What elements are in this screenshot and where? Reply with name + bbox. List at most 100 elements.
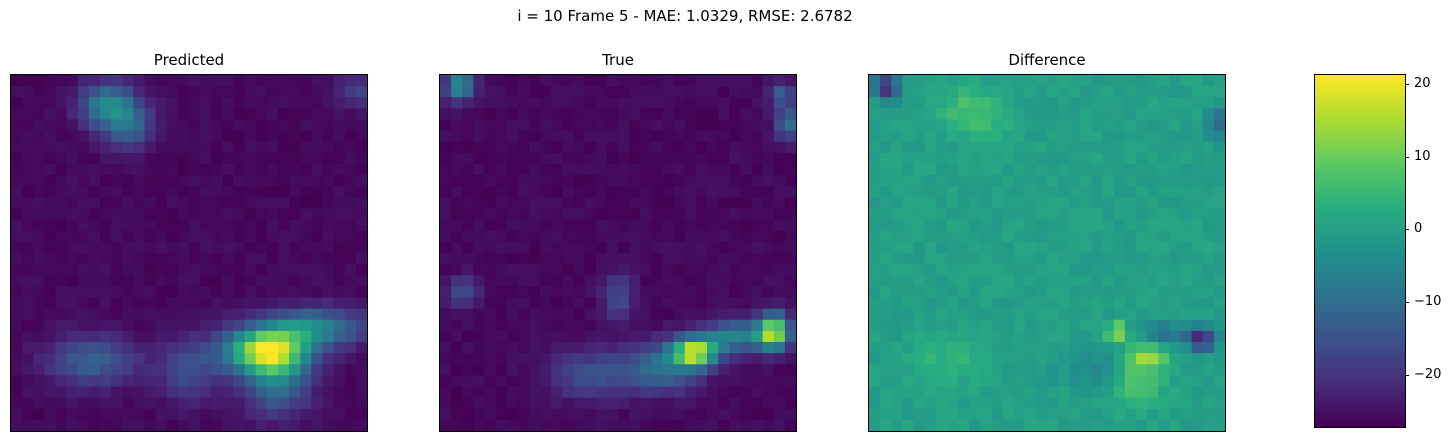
heatmap-cell: [144, 297, 157, 310]
heatmap-cell: [1024, 275, 1037, 287]
heatmap-cell: [869, 297, 881, 310]
heatmap-cell: [662, 197, 675, 210]
heatmap-cell: [1191, 86, 1204, 98]
heatmap-cell: [1180, 97, 1193, 109]
heatmap-cell: [1069, 308, 1081, 321]
heatmap-cell: [211, 408, 223, 421]
heatmap-cell: [1091, 141, 1104, 154]
heatmap-cell: [958, 241, 970, 254]
heatmap-cell: [155, 141, 168, 154]
heatmap-cell: [684, 297, 697, 310]
heatmap-cell: [255, 86, 268, 98]
heatmap-cell: [255, 175, 268, 187]
heatmap-cell: [729, 197, 741, 210]
heatmap-cell: [629, 208, 641, 221]
heatmap-cell: [211, 175, 223, 187]
heatmap-cell: [355, 419, 367, 431]
heatmap-cell: [222, 208, 235, 221]
heatmap-cell: [1102, 408, 1115, 421]
heatmap-cell: [1080, 175, 1093, 187]
heatmap-cell: [1035, 152, 1048, 165]
heatmap-cell: [200, 264, 212, 276]
heatmap-cell: [66, 397, 79, 410]
heatmap-cell: [22, 330, 34, 343]
heatmap-cell: [629, 164, 641, 176]
heatmap-cell: [300, 97, 312, 109]
heatmap-cell: [111, 319, 123, 332]
heatmap-cell: [44, 152, 57, 165]
heatmap-cell: [606, 397, 619, 410]
heatmap-cell: [1113, 152, 1126, 165]
heatmap-cell: [1180, 375, 1193, 388]
heatmap-cell: [935, 286, 948, 299]
heatmap-cell: [506, 141, 519, 154]
heatmap-cell: [640, 208, 652, 221]
heatmap-cell: [1158, 375, 1170, 388]
heatmap-cell: [891, 75, 903, 87]
heatmap-cell: [773, 319, 786, 332]
heatmap-cell: [1191, 197, 1204, 210]
heatmap-cell: [924, 342, 937, 354]
heatmap-cell: [1191, 275, 1204, 287]
heatmap-cell: [495, 330, 508, 343]
heatmap-cell: [1191, 141, 1204, 154]
heatmap-cell: [244, 330, 257, 343]
heatmap-cell: [1002, 353, 1015, 365]
heatmap-cell: [1058, 342, 1070, 354]
heatmap-cell: [651, 164, 664, 176]
heatmap-cell: [266, 353, 279, 365]
heatmap-cell: [629, 308, 641, 321]
heatmap-cell: [144, 152, 157, 165]
heatmap-cell: [946, 119, 959, 132]
heatmap-cell: [278, 219, 290, 232]
heatmap-cell: [618, 186, 630, 198]
heatmap-cell: [66, 175, 79, 187]
heatmap-cell: [969, 86, 981, 98]
heatmap-cell: [595, 208, 608, 221]
heatmap-cell: [88, 275, 101, 287]
heatmap-cell: [462, 164, 474, 176]
heatmap-cell: [440, 386, 452, 399]
heatmap-cell: [629, 297, 641, 310]
heatmap-cell: [913, 319, 926, 332]
heatmap-cell: [155, 364, 168, 376]
heatmap-cell: [1058, 253, 1070, 265]
heatmap-cell: [902, 419, 915, 431]
heatmap-cell: [740, 108, 753, 121]
heatmap-cell: [100, 286, 112, 299]
heatmap-cell: [707, 297, 719, 310]
heatmap-cell: [1013, 364, 1026, 376]
heatmap-cell: [189, 275, 201, 287]
heatmap-cell: [333, 241, 346, 254]
heatmap-cell: [66, 342, 79, 354]
heatmap-cell: [869, 119, 881, 132]
heatmap-cell: [924, 397, 937, 410]
heatmap-cell: [440, 186, 452, 198]
heatmap-cell: [462, 208, 474, 221]
heatmap-cell: [1058, 86, 1070, 98]
heatmap-cell: [462, 375, 474, 388]
heatmap-cell: [880, 397, 892, 410]
heatmap-cell: [473, 75, 486, 87]
heatmap-cell: [618, 208, 630, 221]
heatmap-cell: [22, 241, 34, 254]
heatmap-cell: [969, 386, 981, 399]
heatmap-cell: [22, 297, 34, 310]
heatmap-cell: [529, 386, 541, 399]
heatmap-cell: [1147, 141, 1159, 154]
heatmap-cell: [300, 364, 312, 376]
heatmap-cell: [891, 141, 903, 154]
heatmap-cell: [958, 319, 970, 332]
heatmap-cell: [773, 86, 786, 98]
heatmap-cell: [618, 130, 630, 143]
heatmap-cell: [784, 286, 796, 299]
heatmap-cell: [311, 264, 324, 276]
heatmap-cell: [1047, 197, 1059, 210]
heatmap-cell: [506, 253, 519, 265]
heatmap-cell: [684, 208, 697, 221]
heatmap-cell: [155, 230, 168, 243]
heatmap-cell: [22, 75, 34, 87]
heatmap-cell: [1058, 330, 1070, 343]
heatmap-cell: [662, 141, 675, 154]
heatmap-cell: [100, 197, 112, 210]
